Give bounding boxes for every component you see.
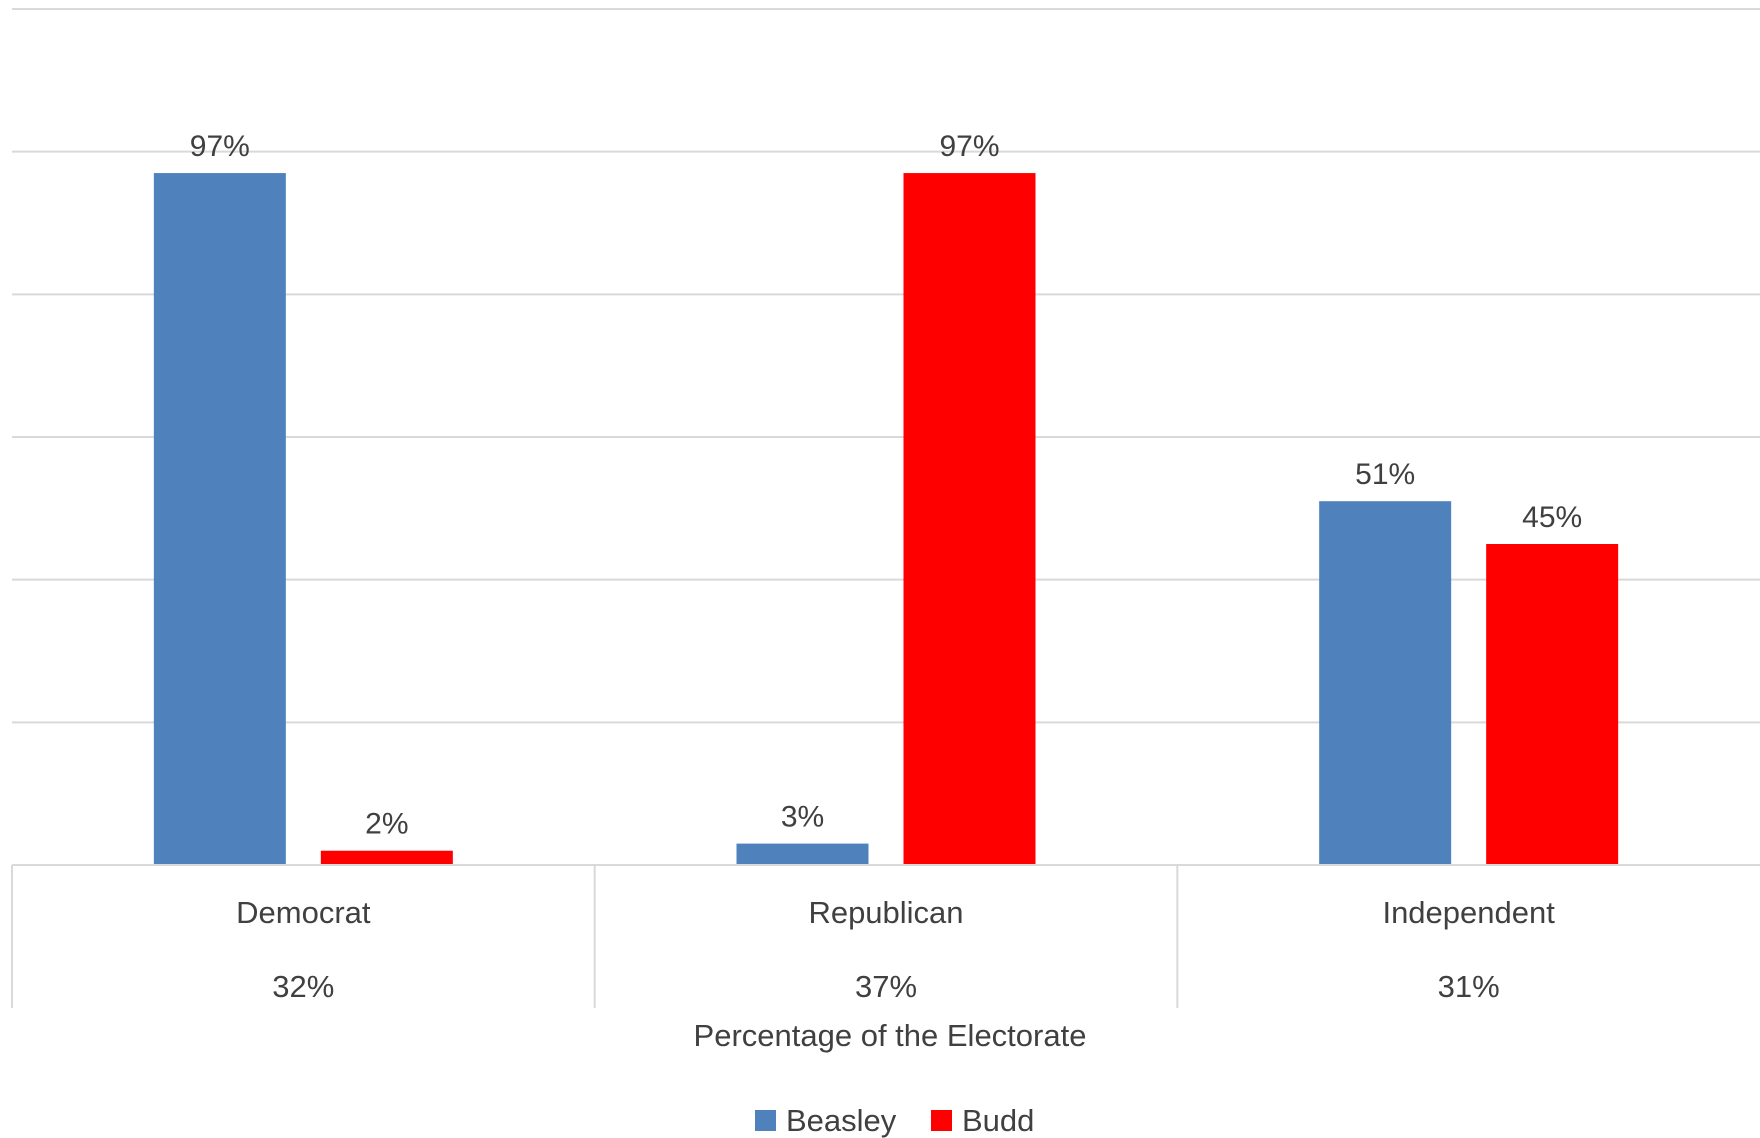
bar-budd-democrat	[320, 850, 453, 865]
bar-budd-independent	[1486, 544, 1619, 865]
category-label: Republican	[808, 895, 963, 930]
data-label: 45%	[1522, 501, 1582, 534]
category-axis: Democrat 32% Republican 37% Independent 31%	[11, 864, 1760, 1008]
legend-swatch	[755, 1110, 776, 1131]
legend-label: Beasley	[786, 1103, 897, 1138]
bar-beasley-democrat	[153, 173, 286, 866]
bars	[153, 173, 1619, 866]
category-share-label: 31%	[1438, 969, 1500, 1004]
legend-swatch	[931, 1110, 952, 1131]
data-label: 3%	[781, 801, 824, 834]
legend: Beasley Budd	[755, 1103, 1034, 1138]
bar-beasley-independent	[1319, 501, 1452, 865]
legend-label: Budd	[962, 1103, 1034, 1138]
category-share-label: 37%	[855, 969, 917, 1004]
category-label: Independent	[1382, 895, 1555, 930]
x-axis-title: Percentage of the Electorate	[694, 1018, 1087, 1053]
category-share-label: 32%	[272, 969, 334, 1004]
bar-beasley-republican	[736, 843, 869, 865]
value-labels: 97% 2% 3% 97% 51% 45%	[190, 130, 1582, 841]
data-label: 2%	[365, 808, 408, 841]
data-label: 97%	[939, 130, 999, 163]
bar-budd-republican	[903, 173, 1036, 866]
gridlines	[12, 8, 1760, 724]
data-label: 97%	[190, 130, 250, 163]
data-label: 51%	[1355, 458, 1415, 491]
category-label: Democrat	[236, 895, 371, 930]
